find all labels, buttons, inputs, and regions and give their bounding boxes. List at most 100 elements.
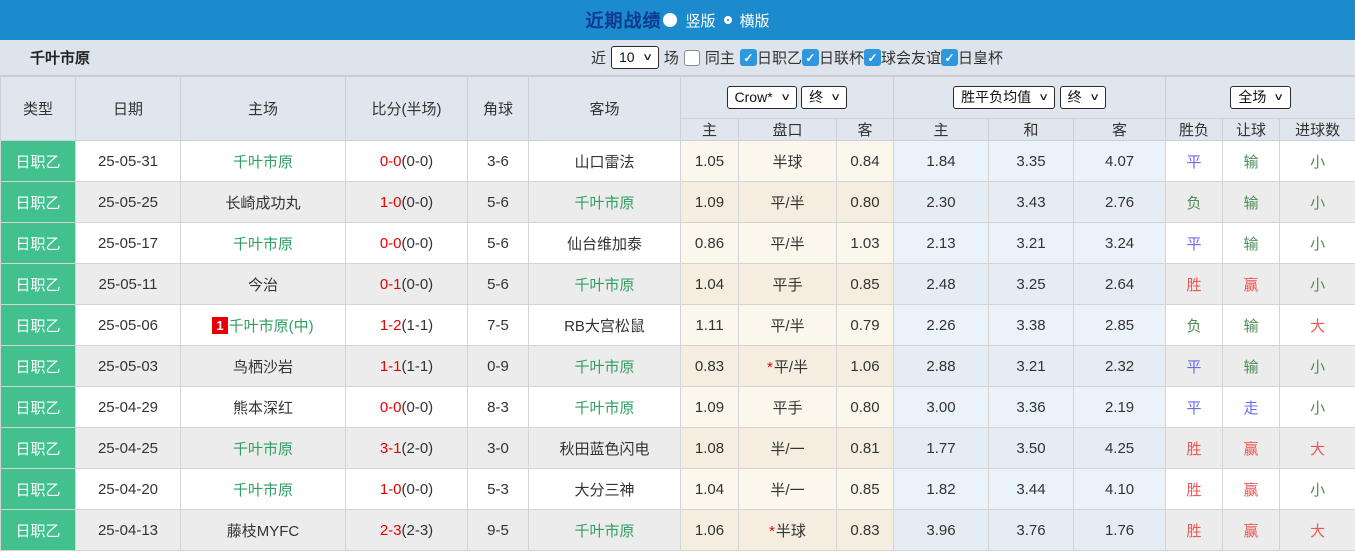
goals-result-cell: 小 <box>1279 386 1355 428</box>
avg-type-select[interactable]: 胜平负均值 ∨ <box>953 86 1056 109</box>
away-team-name: 千叶市原 <box>574 194 635 212</box>
avg-away-cell: 2.19 <box>1073 386 1167 428</box>
wdl-result-cell: 平 <box>1165 140 1224 182</box>
score-cell: 1-0(0-0) <box>345 468 468 510</box>
league-checkbox-3[interactable]: ✓ <box>940 49 958 66</box>
handicap-result-cell: 赢 <box>1222 468 1281 510</box>
handicap-cell: *半球 <box>738 509 837 551</box>
away-odds-cell: 0.80 <box>835 386 895 428</box>
home-odds-cell: 1.11 <box>680 304 739 346</box>
odds-time-select[interactable]: 终 ∨ <box>801 86 848 109</box>
away-team-cell: 千叶市原 <box>528 509 681 551</box>
wdl-result-cell: 平 <box>1165 386 1224 428</box>
home-odds-cell: 1.08 <box>680 427 739 469</box>
odds-source-select[interactable]: Crow* ∨ <box>726 86 797 109</box>
odds-source-value: Crow* <box>734 89 773 105</box>
handicap-value: 平/半 <box>773 358 808 376</box>
recent-count-select[interactable]: 10 ∨ <box>611 46 659 69</box>
home-team-cell: 千叶市原 <box>180 140 346 182</box>
home-team-name: 今治 <box>247 276 278 294</box>
vertical-radio[interactable] <box>663 13 678 27</box>
handicap-result-cell: 输 <box>1222 181 1281 223</box>
home-team-name: 藤枝MYFC <box>226 522 300 540</box>
league-label[interactable]: 日职乙 <box>756 50 802 67</box>
col-header-date: 日期 <box>75 76 181 141</box>
avg-draw-cell: 3.21 <box>988 222 1075 264</box>
horizontal-radio[interactable] <box>723 16 732 24</box>
avg-time-select[interactable]: 终 ∨ <box>1059 86 1106 109</box>
avg-home-cell: 2.88 <box>893 345 990 387</box>
league-type-cell: 日职乙 <box>0 509 76 551</box>
vertical-radio-label[interactable]: 竖版 <box>685 12 716 30</box>
results-table: 类型 日期 主场 比分(半场) 角球 客场 Crow* ∨ 终 ∨ 胜平负均值 ∨ 终… <box>0 76 1355 551</box>
goals-result-cell: 小 <box>1279 263 1355 305</box>
halftime-score: (0-0) <box>401 234 434 252</box>
scope-group-header: 全场 ∨ <box>1165 76 1355 119</box>
avg-draw-cell: 3.35 <box>988 140 1075 182</box>
home-team-cell: 熊本深红 <box>180 386 346 428</box>
avg-home-cell: 1.77 <box>893 427 990 469</box>
filter-controls: 近 10 ∨ 场 同主 ✓ 日职乙 ✓ 日联杯 ✓ 球会友谊 ✓ 日皇杯 <box>591 46 1003 69</box>
wdl-result-cell: 平 <box>1165 222 1224 264</box>
away-odds-cell: 1.06 <box>835 345 895 387</box>
same-home-checkbox[interactable] <box>683 49 700 66</box>
chevron-down-icon: ∨ <box>641 52 653 63</box>
league-type-cell: 日职乙 <box>0 222 76 264</box>
corner-cell: 5-3 <box>467 468 529 510</box>
score-cell: 3-1(2-0) <box>345 427 468 469</box>
league-checkbox-0[interactable]: ✓ <box>739 49 757 66</box>
handicap-cell: 平/半 <box>738 181 837 223</box>
fulltime-score: 0-0 <box>379 152 402 170</box>
halftime-score: (1-1) <box>401 316 434 334</box>
handicap-result-cell: 输 <box>1222 222 1281 264</box>
wdl-result-cell: 胜 <box>1165 263 1224 305</box>
handicap-value: 半球 <box>775 522 806 540</box>
scope-select[interactable]: 全场 ∨ <box>1230 86 1291 109</box>
away-team-name: RB大宫松鼠 <box>564 317 645 335</box>
halftime-score: (1-1) <box>401 357 434 375</box>
away-team-cell: RB大宫松鼠 <box>528 304 681 346</box>
table-row: 日职乙 25-05-25 长崎成功丸 1-0(0-0) 5-6 千叶市原 1.0… <box>0 181 1355 223</box>
wdl-result-cell: 负 <box>1165 304 1224 346</box>
handicap-value: 平手 <box>772 276 803 294</box>
home-team-cell: 千叶市原 <box>180 468 346 510</box>
league-checkbox-2[interactable]: ✓ <box>863 49 881 66</box>
handicap-cell: 平/半 <box>738 304 837 346</box>
avg-home-cell: 2.48 <box>893 263 990 305</box>
col-header-type: 类型 <box>0 76 76 141</box>
away-odds-cell: 0.79 <box>835 304 895 346</box>
league-checkbox-1[interactable]: ✓ <box>801 49 819 66</box>
away-team-name: 千叶市原 <box>574 522 635 540</box>
away-team-name: 千叶市原 <box>574 358 635 376</box>
fulltime-score: 1-2 <box>379 316 402 334</box>
horizontal-radio-label[interactable]: 横版 <box>739 12 770 30</box>
corner-cell: 9-5 <box>467 509 529 551</box>
league-label[interactable]: 日皇杯 <box>957 50 1003 67</box>
goals-result-cell: 小 <box>1279 345 1355 387</box>
near-label: 近 <box>590 50 606 67</box>
handicap-value: 平/半 <box>770 235 805 253</box>
league-label[interactable]: 球会友谊 <box>880 50 941 67</box>
subcol-handicap-result: 让球 <box>1222 118 1281 141</box>
league-type-cell: 日职乙 <box>0 263 76 305</box>
goals-result-cell: 小 <box>1279 222 1355 264</box>
league-label[interactable]: 日联杯 <box>818 50 864 67</box>
avg-home-cell: 3.96 <box>893 509 990 551</box>
corner-cell: 5-6 <box>467 222 529 264</box>
avg-group-header: 胜平负均值 ∨ 终 ∨ <box>893 76 1167 119</box>
date-cell: 25-05-17 <box>75 222 181 264</box>
fulltime-score: 0-0 <box>379 234 402 252</box>
handicap-cell: 平手 <box>738 263 837 305</box>
recent-count-value: 10 <box>619 49 635 65</box>
handicap-result-cell: 输 <box>1222 304 1281 346</box>
goals-result-cell: 大 <box>1279 427 1355 469</box>
halftime-score: (2-0) <box>401 439 434 457</box>
score-cell: 2-3(2-3) <box>345 509 468 551</box>
avg-time-value: 终 <box>1067 89 1082 105</box>
home-odds-cell: 1.04 <box>680 263 739 305</box>
avg-home-cell: 3.00 <box>893 386 990 428</box>
league-type-cell: 日职乙 <box>0 427 76 469</box>
avg-home-cell: 2.30 <box>893 181 990 223</box>
same-home-label[interactable]: 同主 <box>704 50 735 67</box>
